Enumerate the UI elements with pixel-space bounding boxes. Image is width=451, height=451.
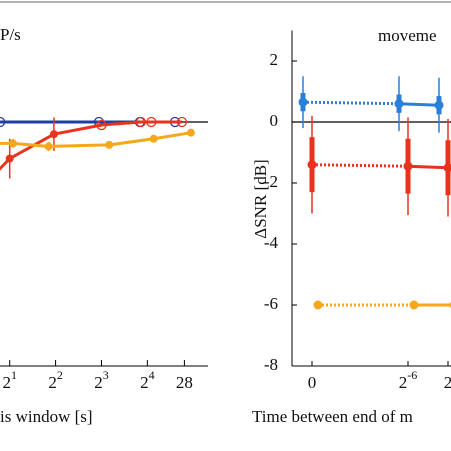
point — [5, 154, 14, 163]
series-line — [311, 163, 409, 168]
y-tick-label: -6 — [264, 294, 278, 313]
point — [443, 163, 451, 173]
y-tick-label: -2 — [264, 172, 278, 191]
tick-base: 2 — [2, 373, 11, 392]
series-line — [407, 164, 449, 170]
x-tick-label: 22 — [48, 368, 63, 392]
point — [135, 116, 146, 128]
series-line — [398, 102, 440, 107]
tick-base: 0 — [308, 373, 317, 392]
point — [313, 300, 323, 310]
x-tick-label: 2 — [444, 373, 451, 392]
y-tick-label: 0 — [270, 111, 279, 130]
x-tick-label: 0 — [308, 373, 317, 392]
point — [186, 128, 195, 137]
point — [44, 142, 53, 151]
series-line — [302, 100, 400, 106]
tick-superscript: 4 — [149, 368, 155, 382]
tick-base: 2 — [94, 373, 103, 392]
series-line — [0, 131, 192, 148]
x-tick-label: 28 — [176, 373, 193, 392]
point — [298, 97, 308, 107]
y-tick-label: -4 — [264, 233, 279, 252]
point — [146, 116, 157, 128]
point — [409, 300, 419, 310]
tick-base: 2 — [444, 373, 451, 392]
point — [0, 116, 6, 128]
point — [49, 130, 58, 139]
x-tick-label: 24 — [140, 368, 155, 392]
point — [394, 99, 404, 109]
y-tick-label: 2 — [270, 50, 279, 69]
point — [96, 119, 107, 131]
x-axis-label: Time between end of m — [252, 407, 413, 426]
y-axis-label: ΔSNR [dB] — [251, 159, 270, 238]
point — [176, 116, 188, 128]
tick-base: 2 — [140, 373, 149, 392]
tick-base: 2 — [48, 373, 57, 392]
tick-superscript: 3 — [103, 368, 109, 382]
point — [434, 100, 444, 110]
point — [105, 140, 114, 149]
panel-title: P/s — [0, 25, 21, 44]
x-tick-label: 2-6 — [399, 368, 418, 392]
tick-superscript: 1 — [11, 368, 17, 382]
y-tick-label: -8 — [264, 355, 278, 374]
point — [403, 161, 413, 171]
panel-title: moveme — [378, 26, 437, 45]
point — [8, 139, 17, 148]
tick-superscript: -6 — [407, 368, 417, 382]
point — [149, 134, 158, 143]
point — [307, 160, 317, 170]
x-tick-label: 21 — [2, 368, 17, 392]
x-axis-label: is window [s] — [0, 407, 93, 426]
tick-superscript: 2 — [57, 368, 63, 382]
tick-base: 2 — [399, 373, 408, 392]
x-tick-label: 23 — [94, 368, 109, 392]
tick-base: 28 — [176, 373, 193, 392]
